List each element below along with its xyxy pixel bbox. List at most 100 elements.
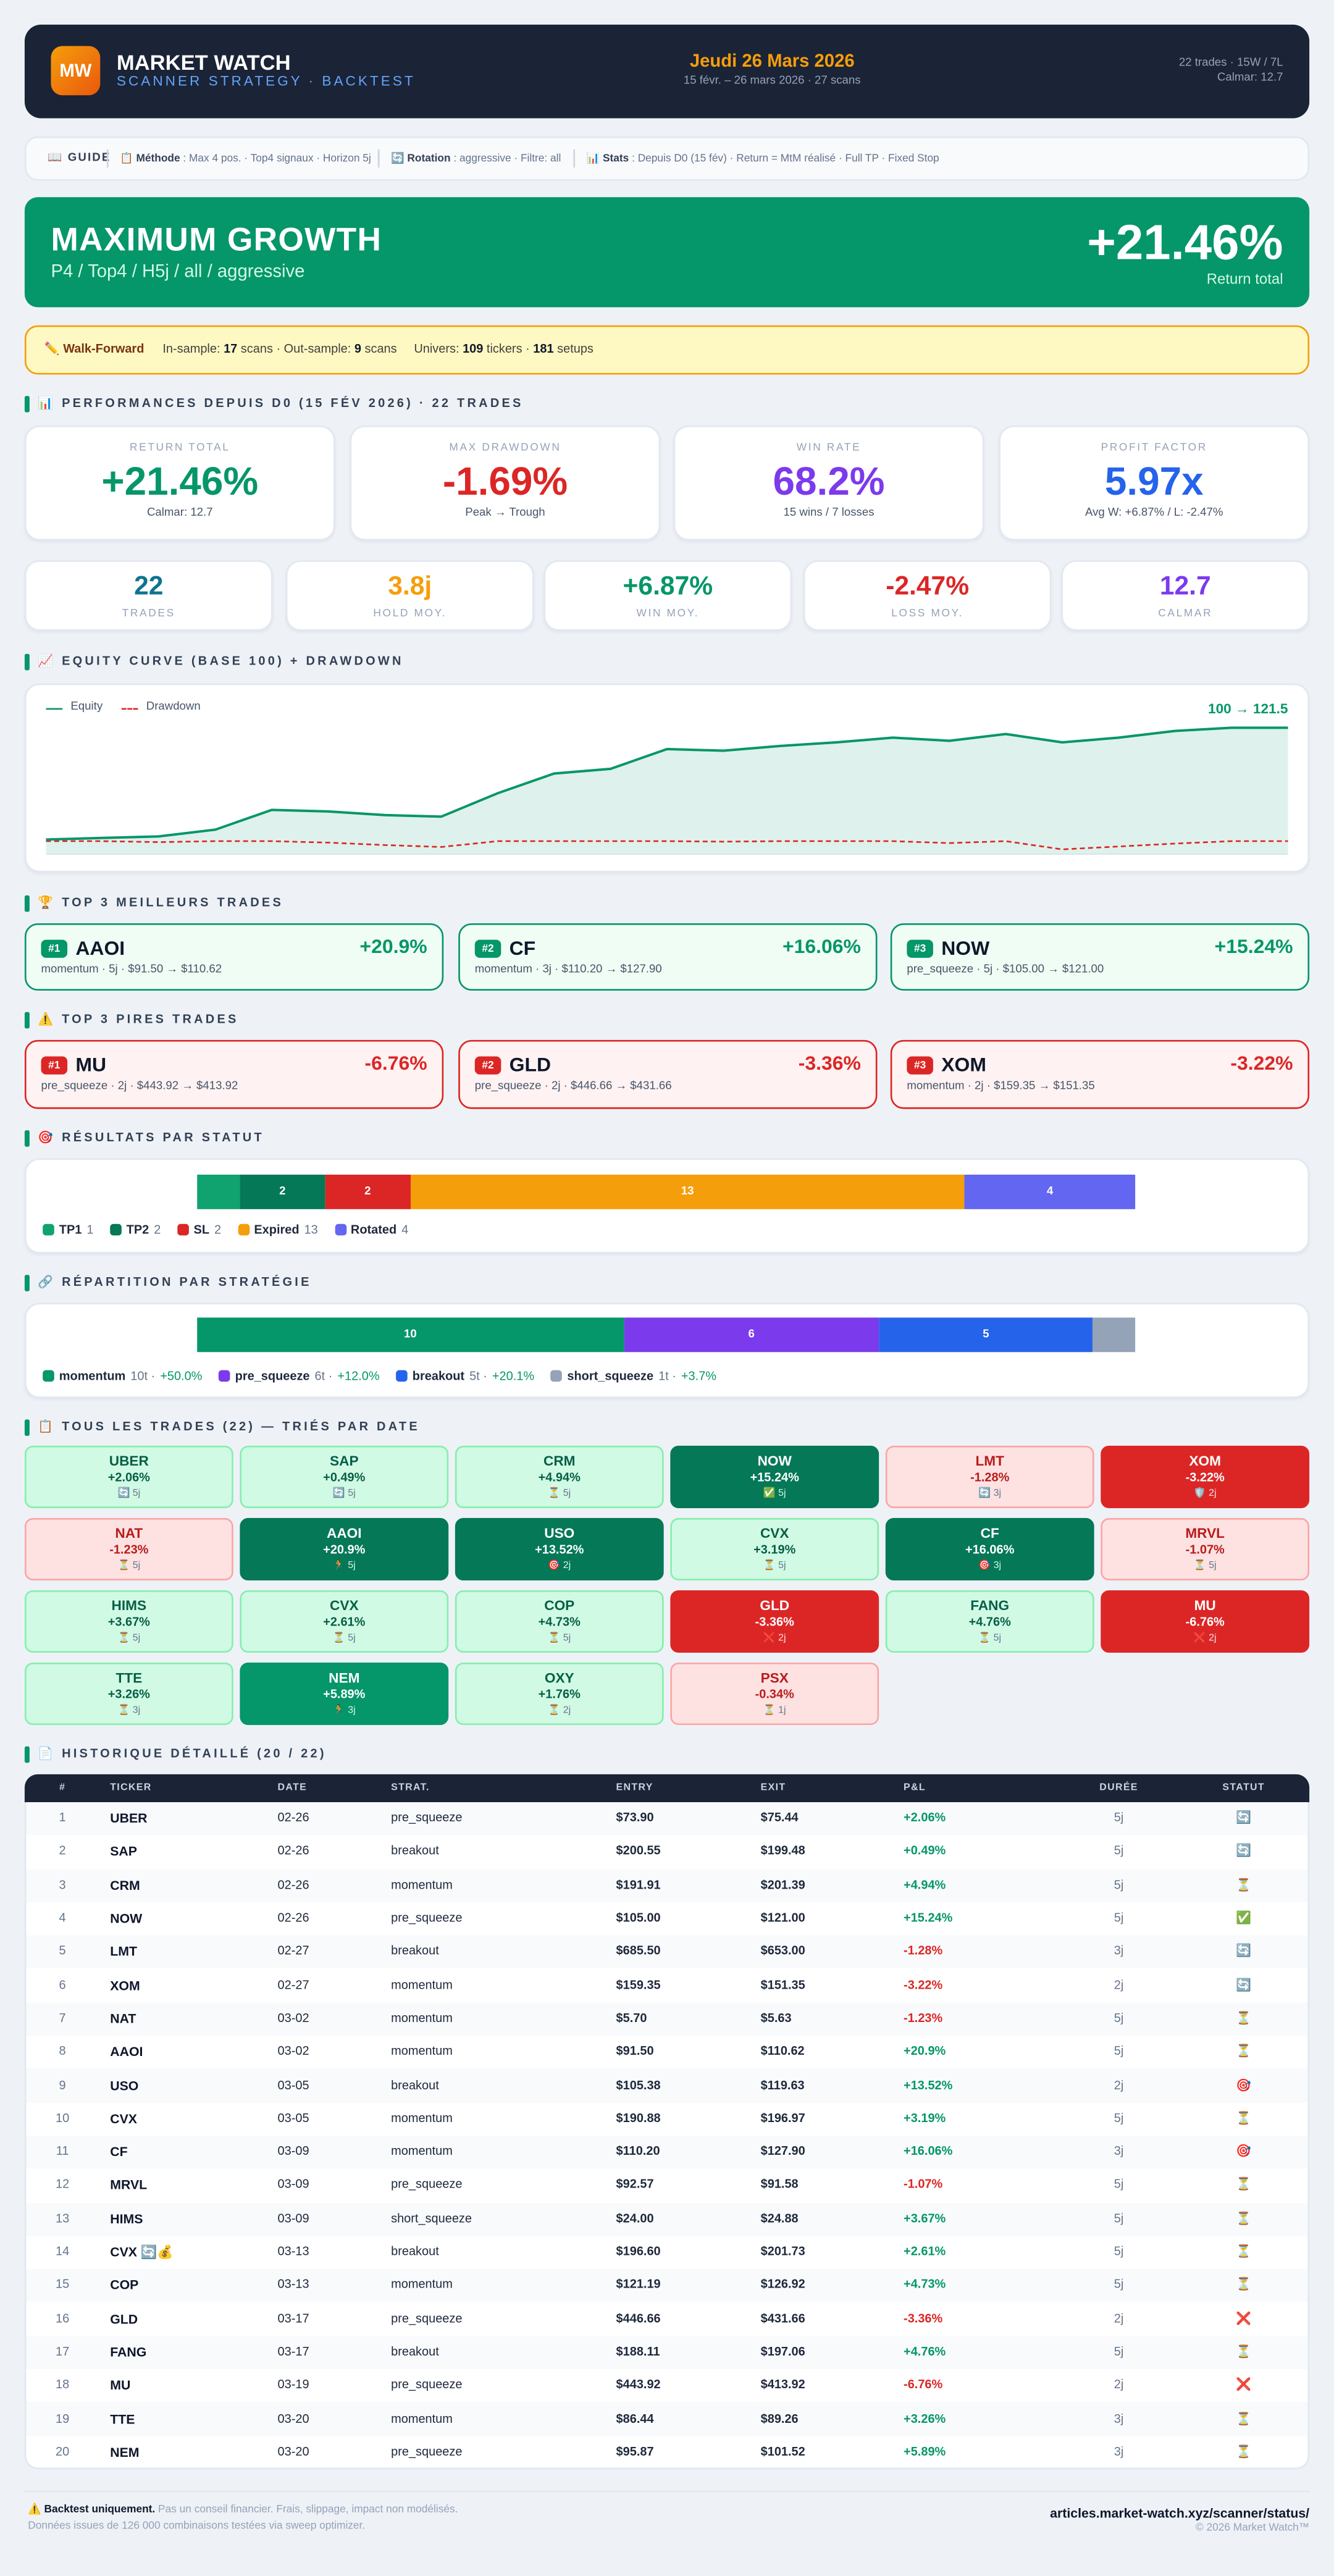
kpi-card	[1061, 560, 1310, 631]
table-cell: 5j	[1114, 2343, 1124, 2359]
table-cell: 🎯	[1236, 2076, 1252, 2092]
guide-item-text: : aggressive · Filtre: all	[450, 153, 561, 165]
footer-url: articles.market-watch.xyz/scanner/status…	[1050, 2506, 1310, 2521]
table-cell: 2j	[1114, 2076, 1124, 2092]
rank-badge	[907, 939, 933, 958]
bar-segment	[410, 1174, 965, 1209]
table-cell: $5.70	[616, 2010, 647, 2025]
guide-item: 📋 Méthode : Max 4 pos. · Top4 signaux · …	[120, 153, 371, 166]
drawdown-line	[46, 840, 1288, 850]
table-cell: -1.23%	[904, 2010, 943, 2025]
legend-return: +50.0%	[160, 1367, 203, 1383]
table-cell: 5j	[1114, 1876, 1124, 1892]
table-cell: 02-27	[277, 1976, 309, 1992]
table-cell: $196.97	[760, 2110, 805, 2125]
table-cell: NAT	[110, 2011, 136, 2026]
table-cell: 12	[55, 2176, 70, 2192]
rank-badge	[41, 939, 68, 958]
tile-ticker: CVX	[760, 1524, 789, 1542]
brand-title: MARKET WATCH	[116, 50, 291, 75]
table-cell: breakout	[391, 2343, 439, 2359]
legend-count: 4	[401, 1221, 409, 1236]
trade-detail: momentum · 2j · $159.35 → $151.35	[907, 1081, 1095, 1093]
legend-return: +3.7%	[681, 1367, 717, 1383]
legend-dot	[177, 1223, 189, 1235]
table-cell: momentum	[391, 1976, 453, 1992]
table-row	[26, 2202, 1308, 2236]
kpi-card	[673, 425, 984, 541]
tile-pnl: +16.06%	[965, 1542, 1015, 1557]
rank-text: #3	[914, 942, 926, 954]
trade-pnl: -3.22%	[1230, 1051, 1293, 1075]
trade-ticker: CF	[509, 936, 536, 960]
table-cell: 5j	[1114, 1910, 1124, 1925]
table-cell: $199.48	[760, 1843, 805, 1858]
legend-return: +12.0%	[337, 1367, 380, 1383]
tile-meta: ❌ 2j	[763, 1634, 786, 1644]
bar-label: 2	[364, 1185, 371, 1197]
kpi-label: RETURN TOTAL	[129, 442, 230, 454]
trade-tile	[24, 1445, 233, 1508]
table-cell: 11	[56, 2143, 69, 2159]
kpi-value: 3.8j	[388, 573, 432, 602]
legend-name: Expired	[254, 1221, 300, 1236]
brand-subtitle: SCANNER STRATEGY · BACKTEST	[116, 72, 416, 89]
legend-count: 2	[214, 1221, 222, 1236]
trade-tile	[240, 1445, 449, 1508]
equity-area	[46, 728, 1288, 855]
table-cell: 03-13	[277, 2276, 309, 2292]
legend-name: SL	[193, 1221, 210, 1236]
legend-item: Rotated 4	[334, 1222, 408, 1236]
table-cell: 03-09	[277, 2210, 309, 2225]
tile-ticker: AAOI	[327, 1524, 362, 1542]
kpi-label: HOLD MOY.	[373, 608, 447, 620]
tile-meta: ✅ 5j	[763, 1489, 786, 1500]
trade-pnl: +16.06%	[782, 934, 861, 959]
section-marker	[24, 653, 30, 671]
kpi-sub: Avg W: +6.87% / L: -2.47%	[1085, 507, 1223, 519]
table-cell: $73.90	[616, 1810, 654, 1825]
table-cell: 2j	[1114, 2377, 1124, 2392]
guide-separator	[573, 149, 576, 168]
header-date: Jeudi 26 Mars 2026	[689, 52, 855, 72]
column-header: STATUT	[1222, 1782, 1265, 1793]
table-row	[26, 2269, 1308, 2303]
table-cell: 03-13	[277, 2243, 309, 2259]
tile-pnl: -1.07%	[1185, 1542, 1225, 1557]
table-row	[26, 2336, 1308, 2370]
table-cell: +16.06%	[904, 2143, 953, 2159]
tile-pnl: +15.24%	[750, 1469, 799, 1485]
table-cell: $126.92	[760, 2276, 805, 2292]
tile-ticker: XOM	[1189, 1452, 1221, 1469]
guide-item-name: 📊 Stats	[586, 153, 629, 165]
trade-pnl: -3.36%	[798, 1051, 861, 1075]
table-cell: 3	[59, 1876, 66, 1892]
table-cell: 03-17	[277, 2343, 309, 2359]
table-row	[26, 2002, 1308, 2036]
logo	[51, 46, 101, 96]
tile-meta: ⏳ 5j	[548, 1634, 571, 1644]
table-cell: NEM	[110, 2444, 140, 2460]
tile-meta: ⏳ 5j	[548, 1489, 571, 1500]
column-header: EXIT	[760, 1782, 786, 1793]
trade-card	[24, 1039, 444, 1109]
trade-tile	[885, 1445, 1094, 1508]
table-cell: pre_squeeze	[391, 1910, 463, 1925]
table-cell: 5j	[1114, 2043, 1124, 2058]
column-header: P&L	[904, 1782, 926, 1793]
trade-ticker: GLD	[509, 1053, 552, 1076]
guide-item-text: : Depuis D0 (15 fév) · Return = MtM réal…	[629, 153, 939, 165]
bar-label: 4	[1046, 1185, 1054, 1197]
tile-meta: ⏳ 2j	[548, 1706, 571, 1716]
table-cell: ⏳	[1236, 2443, 1252, 2459]
table-cell: +4.73%	[904, 2276, 946, 2292]
table-cell: 03-20	[277, 2410, 309, 2425]
rank-text: #2	[482, 1059, 494, 1071]
table-cell: 8	[59, 2043, 66, 2058]
trade-tile	[1101, 1517, 1310, 1581]
table-cell: momentum	[391, 2043, 453, 2058]
legend-dot	[43, 1369, 54, 1381]
bar-segment	[623, 1317, 879, 1351]
section-title: 🎯 RÉSULTATS PAR STATUT	[38, 1130, 264, 1145]
